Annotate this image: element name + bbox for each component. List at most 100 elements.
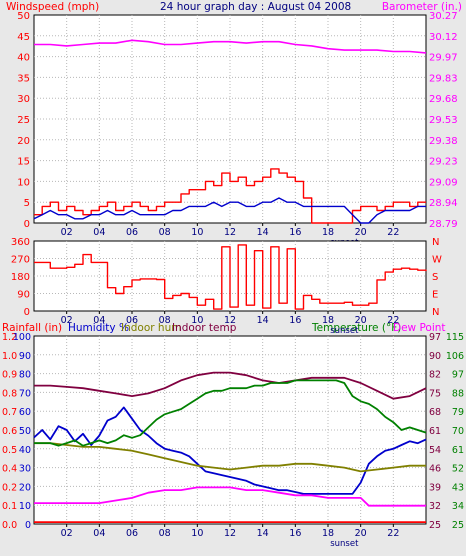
barometer-tick-label: 29.53 xyxy=(429,115,458,126)
x-tick-label: 10 xyxy=(191,315,203,326)
x-tick-label: 16 xyxy=(289,315,301,326)
barometer-tick-label: 29.09 xyxy=(429,177,458,188)
temperature-tick-label: 97 xyxy=(452,370,464,381)
humidity-tick-label: 0 xyxy=(25,520,31,531)
barometer-tick-label: 28.94 xyxy=(429,198,458,209)
windspeed-tick-label: 0 xyxy=(24,219,30,230)
barometer-line xyxy=(34,39,427,54)
temperature-f-line xyxy=(34,379,427,447)
x-tick-label: 18 xyxy=(322,227,334,238)
dew-point-axis-title: Dew Point xyxy=(393,322,446,334)
direction-tick-label: 270 xyxy=(11,255,30,266)
x-tick-label: 10 xyxy=(191,528,203,539)
indoor-temp-tick-label: 54 xyxy=(429,445,441,456)
indoor-temp-tick-label: 75 xyxy=(429,388,441,399)
chart-panels: 0 5 10 15 20 25 30 35 40 45 50 28.79 28.94 29.09 29.23… xyxy=(2,11,464,549)
x-tick-label: 20 xyxy=(355,528,367,539)
x-tick-label: 16 xyxy=(289,528,301,539)
rainfall-tick-label: 0.6 xyxy=(2,426,17,437)
x-tick-label: 04 xyxy=(93,528,105,539)
compass-tick-label: E xyxy=(432,290,438,301)
temperature-tick-label: 34 xyxy=(452,501,464,512)
wind-gust-line xyxy=(34,168,426,224)
x-tick-label: 20 xyxy=(355,227,367,238)
x-tick-label: 16 xyxy=(289,227,301,238)
windspeed-tick-label: 10 xyxy=(17,177,30,188)
indoor-temp-tick-label: 97 xyxy=(429,332,441,343)
humidity-tick-label: 90 xyxy=(19,351,31,362)
humidity-tick-label: 50 xyxy=(19,426,31,437)
rainfall-tick-label: 0.8 xyxy=(2,388,17,399)
rainfall-tick-label: 1.2 xyxy=(2,332,17,343)
indoor-temp-line xyxy=(34,371,427,400)
x-tick-label: 18 xyxy=(322,315,334,326)
x-tick-label: 02 xyxy=(61,315,73,326)
barometer-tick-label: 30.27 xyxy=(429,11,458,22)
x-tick-label: 06 xyxy=(126,315,138,326)
windspeed-tick-label: 50 xyxy=(17,11,30,22)
humidity-tick-label: 70 xyxy=(19,388,31,399)
x-tick-label: 04 xyxy=(93,227,105,238)
x-tick-label: 22 xyxy=(387,227,399,238)
humidity-tick-label: 20 xyxy=(19,482,31,493)
x-tick-label: 22 xyxy=(387,528,399,539)
rainfall-axis-title: Rainfall (in) xyxy=(2,322,62,334)
temperature-axis-title: Temperature (°F) xyxy=(311,322,401,334)
indoor-temp-tick-label: 68 xyxy=(429,407,441,418)
indoor-temp-tick-label: 82 xyxy=(429,370,441,381)
x-tick-label: 02 xyxy=(61,528,73,539)
windspeed-tick-label: 25 xyxy=(17,115,30,126)
chart-title: 24 hour graph day : August 04 2008 xyxy=(160,1,351,13)
humidity-tick-label: 40 xyxy=(19,445,31,456)
windspeed-axis-title: Windspeed (mph) xyxy=(6,1,99,13)
x-tick-label: 08 xyxy=(159,315,171,326)
x-tick-label: 08 xyxy=(159,227,171,238)
humidity-tick-label: 10 xyxy=(19,501,31,512)
x-tick-label: 08 xyxy=(159,528,171,539)
direction-tick-label: 180 xyxy=(11,272,30,283)
x-tick-label: 04 xyxy=(93,315,105,326)
direction-tick-label: 0 xyxy=(24,307,30,318)
indoor-temp-title: Indoor temp xyxy=(172,322,237,334)
barometer-tick-label: 29.38 xyxy=(429,136,458,147)
rainfall-tick-label: 0.5 xyxy=(2,445,17,456)
x-tick-label: 12 xyxy=(224,528,236,539)
rainfall-tick-label: 0.1 xyxy=(2,501,17,512)
wind-direction-line xyxy=(34,244,427,310)
temperature-tick-label: 88 xyxy=(452,388,464,399)
barometer-tick-label: 29.83 xyxy=(429,73,458,84)
temperature-tick-label: 79 xyxy=(452,407,464,418)
x-tick-label: 14 xyxy=(257,227,269,238)
rainfall-tick-label: 0.9 xyxy=(2,370,17,381)
compass-tick-label: N xyxy=(432,237,439,248)
temperature-tick-label: 115 xyxy=(446,332,464,343)
barometer-tick-label: 30.12 xyxy=(429,32,458,43)
humidity-tick-label: 100 xyxy=(13,332,31,343)
x-tick-label: 12 xyxy=(224,315,236,326)
x-tick-label: 20 xyxy=(355,315,367,326)
barometer-tick-label: 29.97 xyxy=(429,53,458,64)
rainfall-tick-label: 0.4 xyxy=(2,464,17,475)
x-tick-label: 02 xyxy=(61,227,73,238)
indoor-temp-tick-label: 90 xyxy=(429,351,441,362)
windspeed-tick-label: 15 xyxy=(17,157,30,168)
windspeed-tick-label: 45 xyxy=(17,32,30,43)
wind-average-line xyxy=(33,197,426,224)
barometer-tick-label: 28.79 xyxy=(429,219,458,230)
temperature-tick-label: 106 xyxy=(446,351,464,362)
sunset-label: sunset xyxy=(330,326,359,336)
x-tick-label: 12 xyxy=(224,227,236,238)
barometer-tick-label: 29.68 xyxy=(429,94,458,105)
indoor-temp-tick-label: 32 xyxy=(429,501,441,512)
x-tick-label: 18 xyxy=(322,528,334,539)
direction-tick-label: 90 xyxy=(17,290,30,301)
humidity-tick-label: 30 xyxy=(19,464,31,475)
rainfall-tick-label: 1.0 xyxy=(2,351,17,362)
compass-tick-label: N xyxy=(432,307,439,318)
sunset-label: sunset xyxy=(330,539,359,549)
compass-tick-label: S xyxy=(432,272,438,283)
x-tick-label: 22 xyxy=(387,315,399,326)
dew-point-line xyxy=(34,486,426,507)
indoor-hum-line xyxy=(34,442,426,473)
